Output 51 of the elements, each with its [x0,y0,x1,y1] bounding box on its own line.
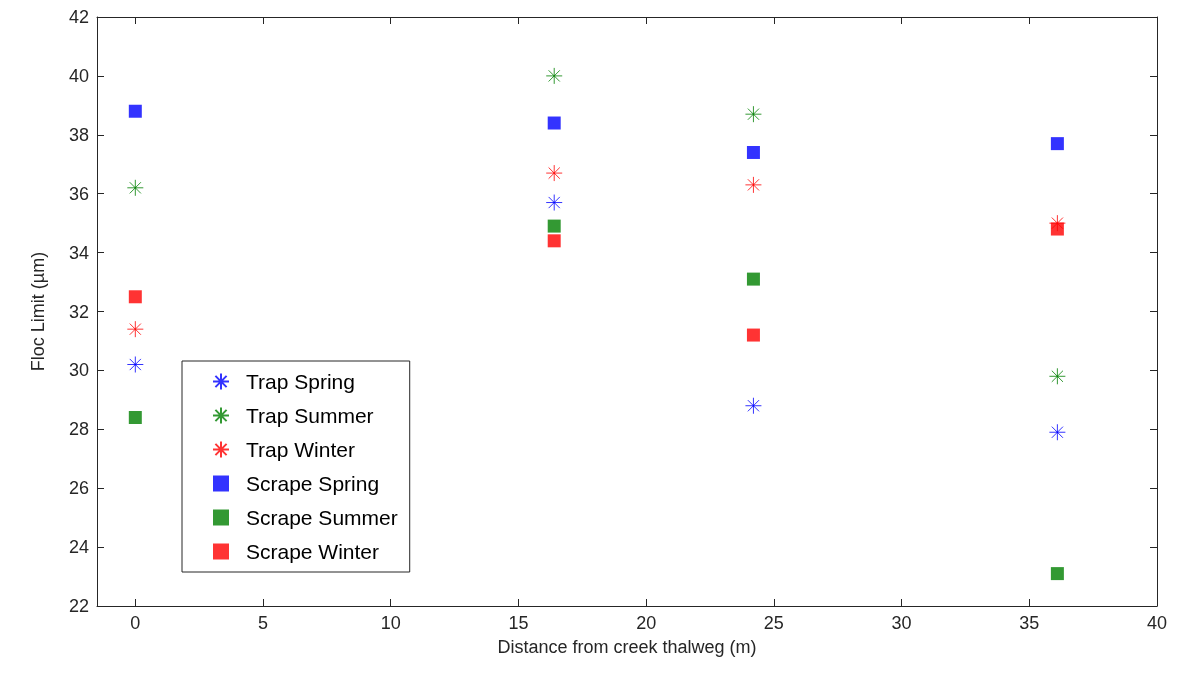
legend-label: Scrape Summer [246,506,398,529]
point [545,67,563,85]
point [128,104,142,118]
point [1050,137,1064,151]
point [547,234,561,248]
legend-label: Scrape Winter [246,540,380,563]
x-tick-label: 20 [636,613,657,633]
point [128,290,142,304]
point [126,179,144,197]
x-axis-title: Distance from creek thalweg (m) [497,637,757,657]
x-tick-label: 5 [258,613,269,633]
x-tick-label: 40 [1146,613,1168,633]
point [1050,222,1064,236]
y-tick-label: 28 [68,419,89,440]
x-tick-label: 0 [130,613,141,633]
y-tick-label: 36 [68,183,89,204]
y-tick-label: 32 [68,301,89,322]
y-tick-label: 34 [68,242,89,263]
point [1050,567,1064,581]
legend-label: Trap Winter [246,438,355,461]
legend-label: Trap Spring [246,370,355,393]
y-tick-label: 40 [68,65,89,86]
point [547,116,561,130]
point [746,272,760,286]
point [128,411,142,425]
point [545,194,563,212]
x-tick-label: 10 [380,613,401,633]
y-tick-label: 38 [68,124,89,145]
y-tick-label: 22 [68,596,89,616]
point [744,397,762,415]
point [126,356,144,374]
y-axis-title: Floc Limit (µm) [28,251,48,372]
point [744,176,762,194]
point [126,320,144,338]
point [746,328,760,342]
legend-label: Trap Summer [246,404,374,427]
point [547,219,561,233]
point [744,105,762,123]
y-tick-label: 26 [68,478,89,499]
y-tick-label: 24 [68,537,89,558]
x-tick-label: 30 [891,613,912,633]
x-tick-label: 15 [508,613,529,633]
point [1048,423,1066,441]
point [545,164,563,182]
y-tick-label: 42 [68,7,89,27]
point [746,145,760,159]
x-tick-label: 25 [763,613,784,633]
legend-label: Scrape Spring [246,472,380,495]
point [1048,367,1066,385]
x-tick-label: 35 [1019,613,1040,633]
y-tick-label: 30 [68,360,89,381]
